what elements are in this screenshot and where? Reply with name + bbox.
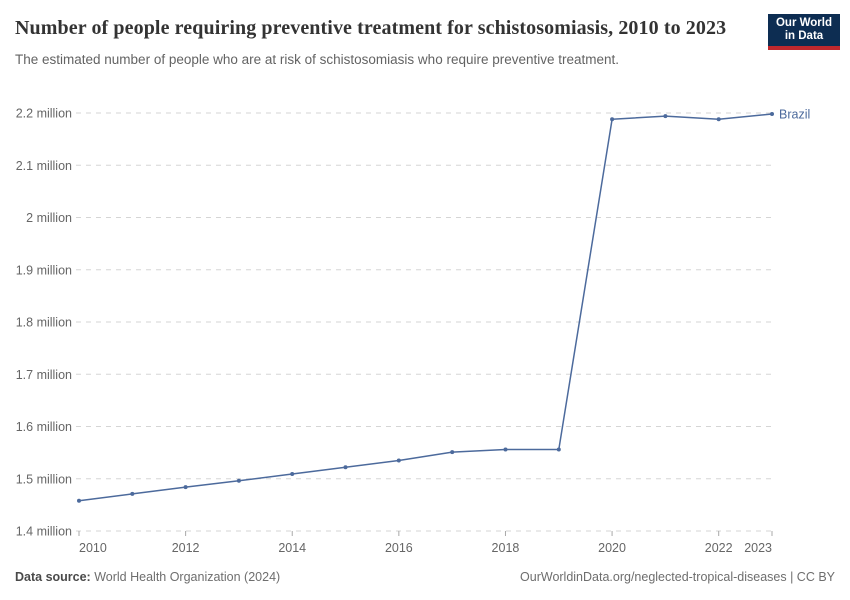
y-axis-tick-label: 1.5 million <box>16 472 72 486</box>
data-source-label: Data source: <box>15 570 91 584</box>
x-axis-tick-label: 2023 <box>744 541 772 555</box>
data-point[interactable] <box>610 117 615 122</box>
data-point[interactable] <box>770 112 774 116</box>
chart-subtitle: The estimated number of people who are a… <box>15 52 620 67</box>
header: Number of people requiring preventive tr… <box>15 15 750 68</box>
owid-logo: Our World in Data <box>768 14 840 50</box>
x-axis-tick-label: 2018 <box>492 541 520 555</box>
y-axis-tick-label: 2.1 million <box>16 159 72 173</box>
data-point[interactable] <box>77 498 81 503</box>
owid-logo-line1: Our World <box>775 17 832 29</box>
y-axis-tick-label: 1.8 million <box>16 316 72 330</box>
y-axis-tick-label: 1.7 million <box>16 368 72 382</box>
x-axis-tick-label: 2020 <box>598 541 626 555</box>
data-source-value: World Health Organization (2024) <box>94 570 281 584</box>
data-source: Data source: World Health Organization (… <box>15 570 280 584</box>
x-axis-tick-label: 2012 <box>172 541 200 555</box>
data-point[interactable] <box>663 114 668 119</box>
data-point[interactable] <box>503 447 508 452</box>
data-point[interactable] <box>290 472 295 476</box>
y-axis-tick-label: 2 million <box>26 211 72 225</box>
y-axis-tick-label: 1.6 million <box>16 420 72 434</box>
y-axis-tick-label: 2.2 million <box>16 107 72 121</box>
y-axis-tick-label: 1.9 million <box>16 263 72 277</box>
data-point[interactable] <box>343 465 348 470</box>
y-axis-tick-label: 1.4 million <box>16 525 72 539</box>
series-line-brazil[interactable] <box>78 113 773 502</box>
data-point[interactable] <box>183 485 188 490</box>
footer: Data source: World Health Organization (… <box>15 570 835 584</box>
data-point[interactable] <box>236 478 241 483</box>
x-axis-tick-label: 2010 <box>79 541 107 555</box>
x-axis-tick-label: 2022 <box>705 541 733 555</box>
data-point[interactable] <box>450 450 455 455</box>
data-point[interactable] <box>396 458 401 463</box>
x-axis-tick-label: 2014 <box>278 541 306 555</box>
data-point[interactable] <box>130 491 135 496</box>
data-point[interactable] <box>716 117 721 122</box>
data-point[interactable] <box>556 447 561 452</box>
chart-title: Number of people requiring preventive tr… <box>15 17 727 39</box>
footer-credit[interactable]: OurWorldinData.org/neglected-tropical-di… <box>520 570 835 584</box>
owid-logo-line2: in Data <box>784 30 824 42</box>
series-label-brazil: Brazil <box>779 108 810 122</box>
x-axis-tick-label: 2016 <box>385 541 413 555</box>
